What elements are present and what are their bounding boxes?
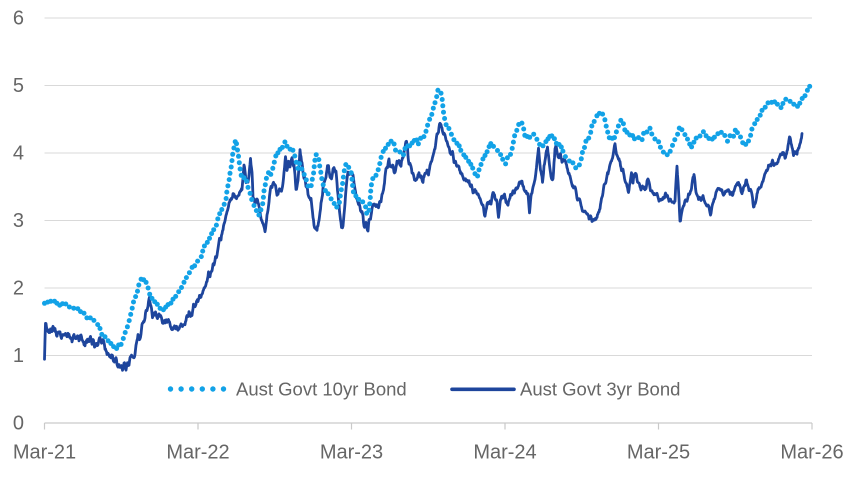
svg-text:5: 5	[13, 75, 24, 97]
svg-text:Mar-22: Mar-22	[166, 442, 229, 464]
svg-text:Mar-25: Mar-25	[627, 442, 690, 464]
svg-text:2: 2	[13, 278, 24, 300]
svg-text:Aust Govt 10yr Bond: Aust Govt 10yr Bond	[236, 379, 407, 400]
svg-text:Aust Govt 3yr Bond: Aust Govt 3yr Bond	[520, 379, 680, 400]
svg-text:1: 1	[13, 345, 24, 367]
svg-text:3: 3	[13, 210, 24, 232]
svg-text:Mar-26: Mar-26	[780, 442, 843, 464]
svg-text:0: 0	[13, 413, 24, 435]
svg-text:4: 4	[13, 143, 24, 165]
svg-text:Mar-21: Mar-21	[13, 442, 76, 464]
svg-text:Mar-24: Mar-24	[473, 442, 536, 464]
svg-text:6: 6	[13, 8, 24, 30]
svg-text:Mar-23: Mar-23	[320, 442, 383, 464]
